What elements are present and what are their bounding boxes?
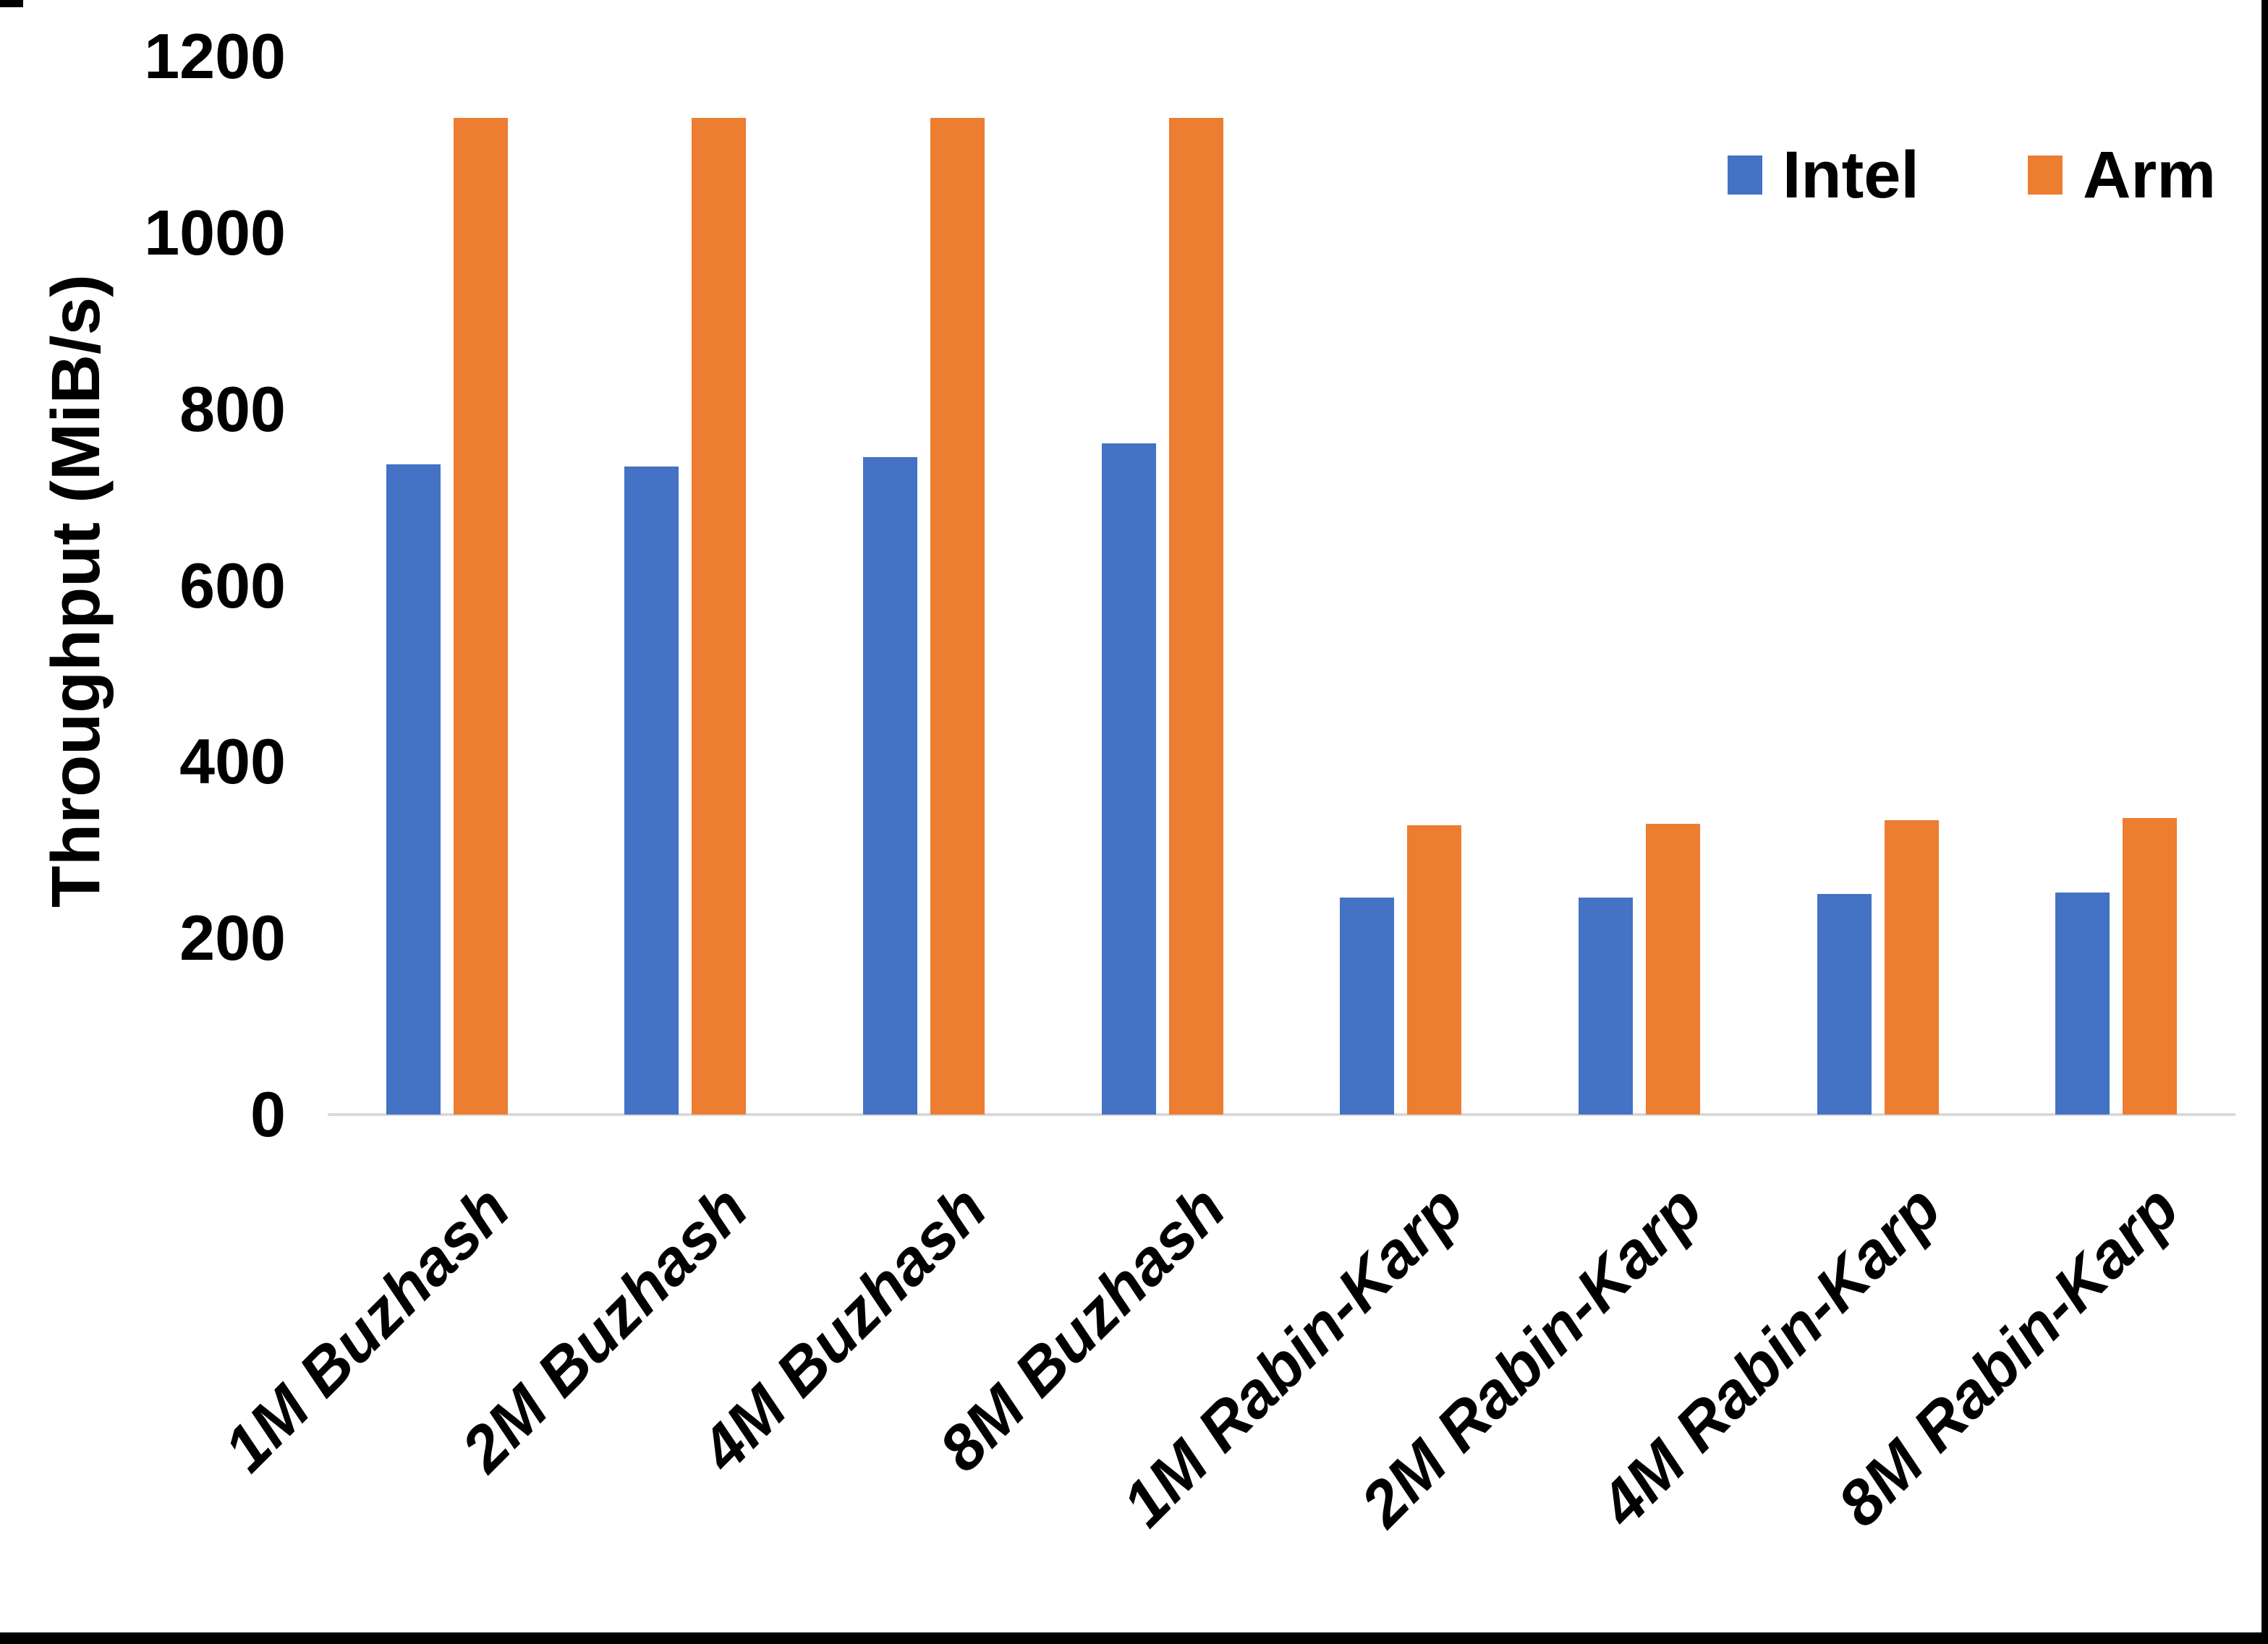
y-axis-tick-label: 600	[179, 549, 286, 621]
x-axis-category-label: 2M Buzhash	[448, 1172, 762, 1486]
intel-bar	[1817, 894, 1872, 1115]
y-axis-tick-label: 200	[179, 902, 286, 974]
bar-group-8m-buzhash	[1043, 56, 1282, 1115]
x-axis-line	[328, 1113, 2235, 1116]
arm-bar	[1884, 819, 1939, 1115]
intel-bar	[863, 456, 918, 1115]
bar-group-2m-buzhash	[566, 56, 805, 1115]
x-axis-category-label: 1M Rabin-Karp	[1108, 1172, 1477, 1541]
arm-bar	[692, 118, 747, 1115]
x-axis-category-label: 8M Rabin-Karp	[1824, 1172, 2193, 1541]
x-axis-category-label: 4M Buzhash	[687, 1172, 1001, 1486]
bar-group-8m-rabin-karp	[1997, 56, 2235, 1115]
x-axis-category-label: 2M Rabin-Karp	[1346, 1172, 1715, 1541]
legend-item-intel: Intel	[1727, 138, 1919, 212]
legend-item-arm: Arm	[2027, 138, 2216, 212]
frame-top-left-corner	[0, 0, 23, 7]
arm-bar	[1407, 825, 1462, 1115]
arm-bar	[1168, 118, 1223, 1115]
frame-bottom-edge	[0, 1632, 2268, 1644]
legend-label: Intel	[1782, 138, 1919, 212]
intel-bar	[1340, 898, 1395, 1115]
intel-bar	[1101, 443, 1156, 1115]
legend-label: Arm	[2082, 138, 2216, 212]
arm-bar	[930, 118, 985, 1115]
y-axis-tick-label: 0	[250, 1078, 286, 1150]
arm-bar	[453, 118, 508, 1115]
bar-group-4m-buzhash	[804, 56, 1043, 1115]
bar-group-4m-rabin-karp	[1759, 56, 1997, 1115]
legend-marker-arm	[2027, 156, 2063, 195]
frame-right-edge	[2261, 0, 2268, 1644]
y-axis-tick-label: 1200	[144, 20, 286, 92]
intel-bar	[2055, 892, 2110, 1115]
bar-group-2m-rabin-karp	[1520, 56, 1759, 1115]
intel-bar	[624, 466, 679, 1115]
x-axis-category-label: 1M Buzhash	[209, 1172, 523, 1486]
plot-area	[328, 56, 2235, 1115]
intel-bar	[1578, 898, 1633, 1115]
legend: Intel Arm	[1727, 138, 2216, 212]
x-axis-category-label: 8M Buzhash	[925, 1172, 1239, 1486]
arm-bar	[1645, 823, 1700, 1115]
y-axis-tick-label: 800	[179, 372, 286, 445]
bar-group-1m-rabin-karp	[1282, 56, 1521, 1115]
y-axis-tick-label: 1000	[144, 196, 286, 268]
x-axis-category-label: 4M Rabin-Karp	[1585, 1172, 1954, 1541]
arm-bar	[2123, 818, 2178, 1115]
intel-bar	[386, 464, 441, 1115]
bar-group-1m-buzhash	[328, 56, 566, 1115]
y-axis-tick-label: 400	[179, 725, 286, 798]
legend-marker-intel	[1727, 156, 1762, 195]
